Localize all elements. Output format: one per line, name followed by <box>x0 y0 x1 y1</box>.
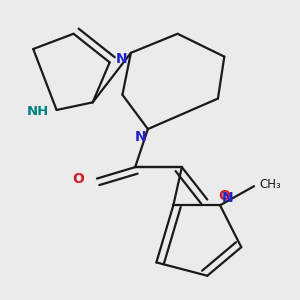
Text: N: N <box>134 130 146 144</box>
Text: CH₃: CH₃ <box>259 178 281 191</box>
Text: NH: NH <box>26 105 49 119</box>
Text: N: N <box>222 191 233 206</box>
Text: N: N <box>116 52 127 66</box>
Text: O: O <box>218 189 230 203</box>
Text: O: O <box>72 172 84 186</box>
